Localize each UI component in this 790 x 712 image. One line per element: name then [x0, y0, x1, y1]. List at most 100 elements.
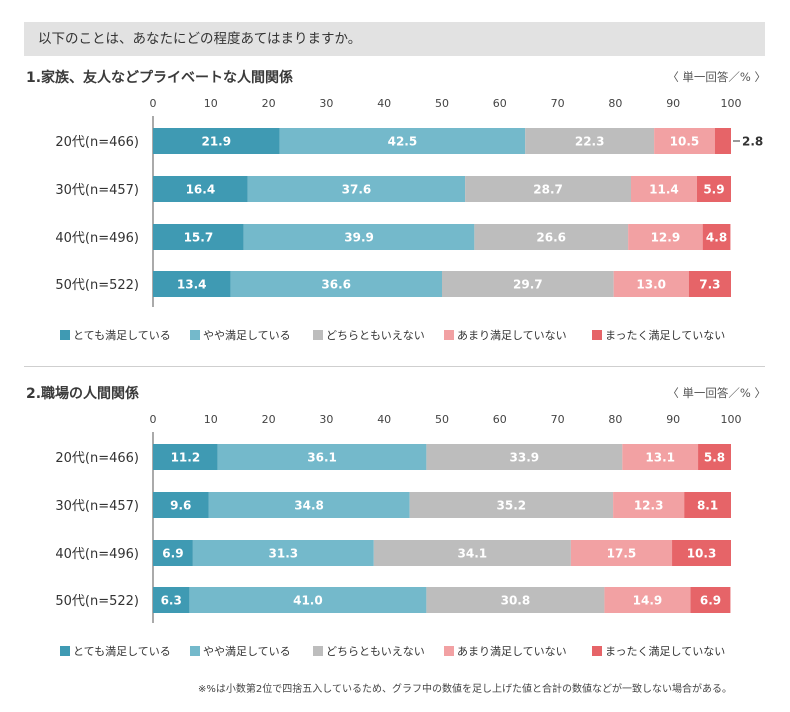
- x-tick-label: 90: [666, 413, 680, 426]
- data-label: 41.0: [293, 594, 323, 608]
- bar-segment-series-3: [409, 492, 614, 518]
- bar-segment-series-4: [613, 271, 689, 297]
- bar-segment-series-3: [373, 540, 571, 566]
- chart-2-unit-label: 〈 単一回答／% 〉: [667, 386, 766, 400]
- category-label: 40代(n=496): [55, 547, 139, 562]
- data-label: 12.9: [651, 231, 681, 245]
- data-label: 10.3: [687, 547, 717, 561]
- legend-swatch: [190, 330, 200, 340]
- legend-swatch: [313, 646, 323, 656]
- bar-segment-series-5: [672, 540, 731, 566]
- x-tick-label: 60: [493, 413, 507, 426]
- x-tick-label: 30: [319, 97, 333, 110]
- data-label: 37.6: [342, 183, 372, 197]
- bar-segment-series-4: [654, 128, 715, 154]
- bar-segment-series-3: [426, 587, 605, 613]
- data-label: 6.9: [162, 547, 183, 561]
- legend-label: まったく満足していない: [605, 645, 725, 658]
- legend-swatch: [60, 646, 70, 656]
- bar-segment-series-1: [153, 176, 248, 202]
- chart-1-title: 1.家族、友人などプライベートな人間関係: [26, 70, 294, 86]
- chart-1-private-relationships: 0 10 20 30 40 50 60 70 80 90 100 20代(n=466) 21.9 42.5…: [55, 97, 763, 342]
- category-label: 30代(n=457): [55, 183, 139, 198]
- category-label: 20代(n=466): [55, 135, 139, 150]
- category-label: 50代(n=522): [55, 594, 139, 609]
- data-label: 36.6: [321, 278, 351, 292]
- data-label: 13.1: [645, 451, 675, 465]
- bar-segment-series-4: [604, 587, 691, 613]
- bar-segment-series-2: [230, 271, 442, 297]
- bar-segment-series-3: [525, 128, 655, 154]
- bar-segment-series-2: [192, 540, 374, 566]
- data-label: 21.9: [201, 135, 231, 149]
- bar-segment-series-4: [628, 224, 703, 250]
- data-label: 31.3: [269, 547, 299, 561]
- bar-segment-series-2: [247, 176, 466, 202]
- data-label: 12.3: [634, 499, 664, 513]
- bar-segment-series-1: [153, 224, 244, 250]
- data-label: 39.9: [344, 231, 374, 245]
- data-label: 15.7: [184, 231, 214, 245]
- bar-segment-series-4: [631, 176, 697, 202]
- x-tick-label: 50: [435, 413, 449, 426]
- data-label: 17.5: [607, 547, 637, 561]
- x-tick-label: 100: [721, 413, 742, 426]
- bar-segment-series-1: [153, 587, 190, 613]
- legend-swatch: [190, 646, 200, 656]
- legend-swatch: [444, 330, 454, 340]
- bar-segment-series-5: [696, 176, 731, 202]
- legend-label: どちらともいえない: [326, 329, 425, 342]
- legend-swatch: [313, 330, 323, 340]
- bar-segment-series-1: [153, 444, 218, 470]
- data-label: 29.7: [513, 278, 543, 292]
- data-label: 30.8: [501, 594, 531, 608]
- legend-label: どちらともいえない: [326, 645, 425, 658]
- data-label: 14.9: [633, 594, 663, 608]
- x-tick-label: 80: [608, 97, 622, 110]
- data-label: 4.8: [706, 231, 727, 245]
- data-label: 26.6: [536, 231, 566, 245]
- data-label: 10.5: [670, 135, 700, 149]
- legend-label: まったく満足していない: [605, 329, 725, 342]
- x-tick-label: 10: [204, 97, 218, 110]
- data-label: 2.8: [742, 135, 763, 149]
- data-label: 34.1: [458, 547, 488, 561]
- legend-swatch: [444, 646, 454, 656]
- data-label: 8.1: [697, 499, 718, 513]
- category-label: 30代(n=457): [55, 499, 139, 514]
- data-label: 6.3: [161, 594, 182, 608]
- x-tick-label: 70: [551, 97, 565, 110]
- legend-swatch: [592, 330, 602, 340]
- bar-segment-series-4: [622, 444, 699, 470]
- data-label: 35.2: [497, 499, 527, 513]
- data-label: 13.0: [636, 278, 666, 292]
- bar-segment-series-4: [613, 492, 685, 518]
- x-tick-label: 20: [262, 413, 276, 426]
- x-tick-label: 20: [262, 97, 276, 110]
- bar-segment-series-2: [189, 587, 427, 613]
- bar-segment-series-1: [153, 128, 280, 154]
- legend-label: やや満足している: [203, 645, 291, 658]
- category-label: 40代(n=496): [55, 231, 139, 246]
- x-tick-label: 50: [435, 97, 449, 110]
- data-label: 36.1: [307, 451, 337, 465]
- x-tick-label: 70: [551, 413, 565, 426]
- bar-segment-series-2: [217, 444, 427, 470]
- data-label: 5.8: [704, 451, 725, 465]
- bar-segment-series-3: [465, 176, 632, 202]
- data-label: 6.9: [700, 594, 721, 608]
- x-tick-label: 10: [204, 413, 218, 426]
- legend-swatch: [592, 646, 602, 656]
- bar-segment-series-5: [702, 224, 731, 250]
- legend-label: やや満足している: [203, 329, 291, 342]
- chart-2-workplace-relationships: 0 10 20 30 40 50 60 70 80 90 100 20代(n=466) 11.2 36.1…: [55, 413, 742, 658]
- data-label: 9.6: [170, 499, 191, 513]
- bar-segment-series-3: [474, 224, 629, 250]
- x-tick-label: 60: [493, 97, 507, 110]
- bar-segment-series-5: [684, 492, 731, 518]
- x-tick-label: 40: [377, 413, 391, 426]
- category-label: 50代(n=522): [55, 278, 139, 293]
- footnote: ※%は小数第2位で四捨五入しているため、グラフ中の数値を足し上げた値と合計の数値…: [198, 684, 732, 695]
- data-label: 13.4: [177, 278, 207, 292]
- legend-label: とても満足している: [73, 329, 171, 342]
